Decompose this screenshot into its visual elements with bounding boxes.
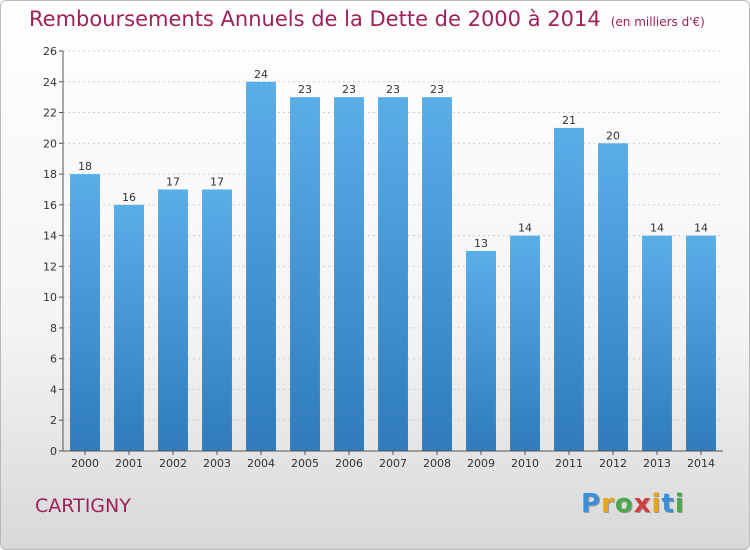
x-tick-label: 2006 bbox=[335, 457, 363, 470]
x-tick-label: 2005 bbox=[291, 457, 319, 470]
y-tick-label: 16 bbox=[43, 199, 57, 212]
y-tick-label: 22 bbox=[43, 107, 57, 120]
bar-value-label: 21 bbox=[562, 114, 576, 127]
chart-unit: (en milliers d'€) bbox=[610, 15, 705, 29]
bar-value-label: 24 bbox=[254, 68, 268, 81]
bar-value-label: 14 bbox=[694, 222, 708, 235]
x-tick-label: 2012 bbox=[599, 457, 627, 470]
x-tick-label: 2001 bbox=[115, 457, 143, 470]
bar-value-label: 17 bbox=[210, 175, 224, 188]
y-tick-label: 8 bbox=[50, 322, 57, 335]
x-tick-label: 2013 bbox=[643, 457, 671, 470]
bar bbox=[202, 189, 232, 451]
bar bbox=[642, 235, 672, 451]
x-tick-label: 2009 bbox=[467, 457, 495, 470]
bar-value-label: 14 bbox=[518, 222, 532, 235]
bar-value-label: 23 bbox=[430, 83, 444, 96]
bar-value-label: 23 bbox=[386, 83, 400, 96]
bar-value-label: 16 bbox=[122, 191, 136, 204]
bar bbox=[378, 97, 408, 452]
y-tick-label: 18 bbox=[43, 168, 57, 181]
y-tick-label: 0 bbox=[50, 445, 57, 458]
proxiti-logo: Proxiti bbox=[581, 489, 685, 519]
bar-value-label: 17 bbox=[166, 175, 180, 188]
x-tick-label: 2010 bbox=[511, 457, 539, 470]
y-tick-label: 4 bbox=[50, 383, 57, 396]
y-tick-label: 10 bbox=[43, 291, 57, 304]
logo-letter: i bbox=[674, 489, 685, 519]
y-tick-label: 26 bbox=[43, 45, 57, 58]
x-tick-label: 2004 bbox=[247, 457, 275, 470]
logo-letter: P bbox=[581, 489, 602, 519]
bar bbox=[422, 97, 452, 452]
bar-value-label: 13 bbox=[474, 237, 488, 250]
logo-letter: x bbox=[633, 489, 652, 519]
bar-value-label: 14 bbox=[650, 222, 664, 235]
bar bbox=[70, 174, 100, 452]
bar-value-label: 23 bbox=[342, 83, 356, 96]
x-tick-label: 2014 bbox=[687, 457, 715, 470]
y-tick-label: 2 bbox=[50, 414, 57, 427]
y-tick-label: 6 bbox=[50, 353, 57, 366]
bar-value-label: 23 bbox=[298, 83, 312, 96]
y-tick-label: 14 bbox=[43, 230, 57, 243]
bar bbox=[466, 251, 496, 451]
bar-value-label: 20 bbox=[606, 129, 620, 142]
y-tick-label: 12 bbox=[43, 260, 57, 273]
chart-title-text: Remboursements Annuels de la Dette de 20… bbox=[29, 7, 601, 31]
bar bbox=[686, 235, 716, 451]
logo-letter: i bbox=[651, 489, 662, 519]
bar bbox=[290, 97, 320, 452]
x-tick-label: 2002 bbox=[159, 457, 187, 470]
bar-value-label: 18 bbox=[78, 160, 92, 173]
bar bbox=[246, 81, 276, 452]
y-tick-label: 24 bbox=[43, 76, 57, 89]
x-tick-label: 2008 bbox=[423, 457, 451, 470]
x-tick-label: 2000 bbox=[71, 457, 99, 470]
bar bbox=[598, 143, 628, 452]
logo-letter: r bbox=[601, 489, 615, 519]
y-tick-label: 20 bbox=[43, 137, 57, 150]
bar bbox=[334, 97, 364, 452]
x-tick-label: 2007 bbox=[379, 457, 407, 470]
x-tick-label: 2011 bbox=[555, 457, 583, 470]
logo-letter: o bbox=[614, 489, 634, 519]
x-tick-label: 2003 bbox=[203, 457, 231, 470]
commune-name: CARTIGNY bbox=[35, 495, 131, 517]
bar bbox=[158, 189, 188, 451]
chart-title: Remboursements Annuels de la Dette de 20… bbox=[29, 7, 705, 31]
bar bbox=[114, 204, 144, 451]
bar bbox=[554, 127, 584, 451]
logo-letter: t bbox=[661, 489, 675, 519]
bar bbox=[510, 235, 540, 451]
